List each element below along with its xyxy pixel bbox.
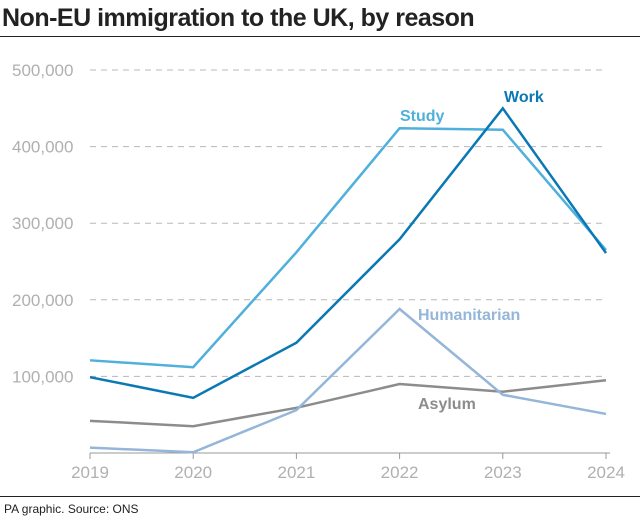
y-tick-label: 500,000 xyxy=(12,61,73,80)
series-label-study: Study xyxy=(400,108,445,125)
series-line-study xyxy=(89,126,607,369)
x-tick-label: 2022 xyxy=(381,463,419,482)
chart-title: Non-EU immigration to the UK, by reason xyxy=(2,4,475,32)
x-tick-label: 2020 xyxy=(174,463,212,482)
x-tick-label: 2019 xyxy=(71,463,109,482)
x-tick-label: 2024 xyxy=(587,463,625,482)
series-label-humanitarian: Humanitarian xyxy=(418,307,520,324)
footer-divider xyxy=(0,496,640,497)
y-tick-label: 400,000 xyxy=(12,138,73,157)
y-tick-label: 200,000 xyxy=(12,291,73,310)
x-tick-label: 2023 xyxy=(484,463,522,482)
y-tick-label: 300,000 xyxy=(12,214,73,233)
series-label-asylum: Asylum xyxy=(418,396,476,413)
y-tick-label: 100,000 xyxy=(12,367,73,386)
series-line-work xyxy=(89,106,608,400)
x-tick-label: 2021 xyxy=(277,463,315,482)
series-line-asylum xyxy=(89,378,607,428)
series-line-humanitarian xyxy=(89,307,607,454)
source-note: PA graphic. Source: ONS xyxy=(4,502,139,516)
series-label-work: Work xyxy=(504,89,544,106)
title-divider xyxy=(0,36,640,37)
